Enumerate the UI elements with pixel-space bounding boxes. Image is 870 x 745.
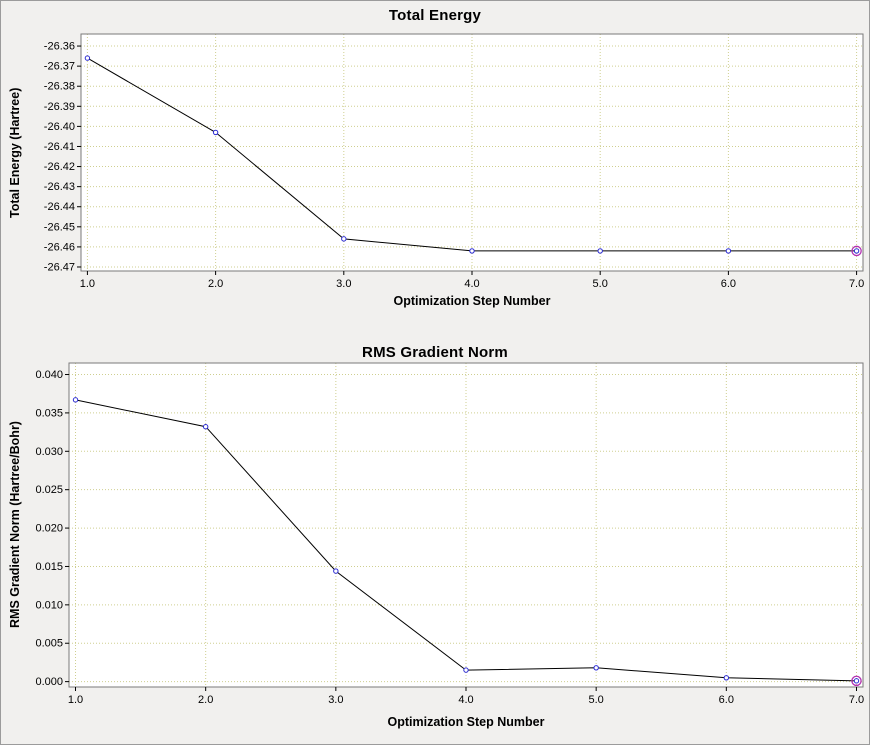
svg-text:4.0: 4.0 [458, 694, 473, 706]
rms-gradient-x-axis-title: Optimization Step Number [387, 715, 545, 729]
total-energy-x-axis-title: Optimization Step Number [393, 294, 551, 308]
rms-gradient-chart: RMS Gradient Norm RMS Gradient Norm (Har… [1, 341, 870, 745]
svg-text:-26.40: -26.40 [44, 121, 75, 133]
svg-text:7.0: 7.0 [849, 278, 864, 290]
rms-gradient-plot-canvas[interactable]: 1.0 2.0 3.0 4.0 5.0 6.0 7.0 0.000 0.005 0.010 0.01… [1, 341, 870, 745]
svg-text:1.0: 1.0 [68, 694, 83, 706]
svg-text:0.030: 0.030 [35, 446, 63, 458]
svg-text:-26.45: -26.45 [44, 221, 75, 233]
svg-text:5.0: 5.0 [593, 278, 608, 290]
svg-text:0.020: 0.020 [35, 523, 63, 535]
rms-gradient-title: RMS Gradient Norm [362, 344, 508, 361]
svg-text:0.000: 0.000 [35, 676, 63, 688]
svg-text:-26.38: -26.38 [44, 81, 75, 93]
svg-text:3.0: 3.0 [336, 278, 351, 290]
svg-text:6.0: 6.0 [721, 278, 736, 290]
svg-text:7.0: 7.0 [849, 694, 864, 706]
svg-text:-26.44: -26.44 [44, 201, 75, 213]
svg-text:-26.36: -26.36 [44, 41, 75, 53]
svg-text:5.0: 5.0 [589, 694, 604, 706]
svg-text:-26.39: -26.39 [44, 101, 75, 113]
svg-text:0.040: 0.040 [35, 369, 63, 381]
svg-text:0.015: 0.015 [35, 561, 63, 573]
svg-text:0.005: 0.005 [35, 638, 63, 650]
svg-text:2.0: 2.0 [198, 694, 213, 706]
svg-text:-26.42: -26.42 [44, 161, 75, 173]
svg-text:0.025: 0.025 [35, 484, 63, 496]
svg-text:3.0: 3.0 [328, 694, 343, 706]
svg-text:2.0: 2.0 [208, 278, 223, 290]
svg-text:-26.47: -26.47 [44, 261, 75, 273]
svg-text:-26.43: -26.43 [44, 181, 75, 193]
svg-text:-26.37: -26.37 [44, 61, 75, 73]
total-energy-plot-canvas[interactable]: 1.0 2.0 3.0 4.0 5.0 6.0 7.0 -26.36 -26.37 -26.38 -… [1, 1, 870, 341]
svg-text:6.0: 6.0 [719, 694, 734, 706]
svg-text:1.0: 1.0 [80, 278, 95, 290]
total-energy-title: Total Energy [388, 7, 482, 24]
total-energy-chart: Total Energy Total Energy (Hartree) 1.0 2… [1, 1, 869, 341]
svg-text:4.0: 4.0 [464, 278, 479, 290]
svg-text:0.010: 0.010 [35, 599, 63, 611]
svg-text:-26.46: -26.46 [44, 241, 75, 253]
svg-text:0.035: 0.035 [35, 407, 63, 419]
svg-text:-26.41: -26.41 [44, 141, 75, 153]
